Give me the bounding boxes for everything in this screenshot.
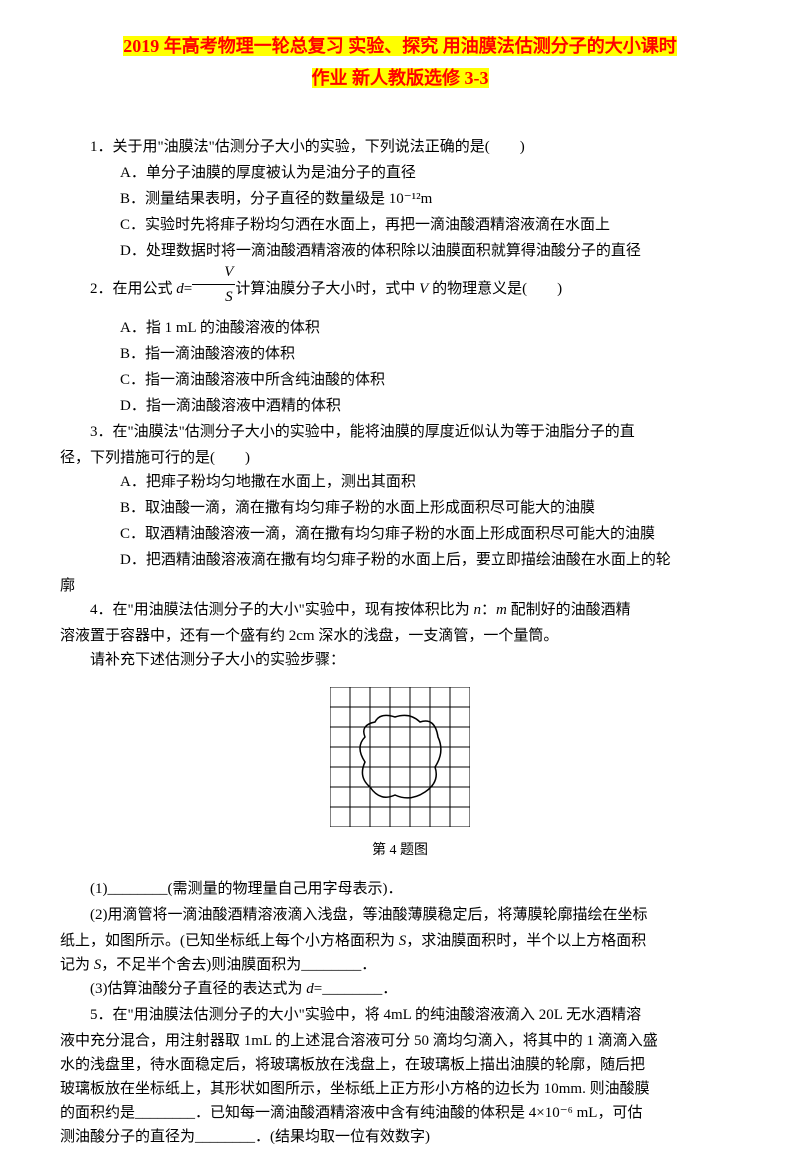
q1-optA: A．单分子油膜的厚度被认为是油分子的直径 <box>60 161 740 185</box>
q5-line1: 5．在"用油膜法估测分子的大小"实验中，将 4mL 的纯油酸溶液滴入 20L 无… <box>60 1003 740 1027</box>
q2-optD: D．指一滴油酸溶液中酒精的体积 <box>60 394 740 418</box>
q3-optD-line2: 廓 <box>60 574 740 598</box>
q5-line2: 液中充分混合，用注射器取 1mL 的上述混合溶液可分 50 滴均匀滴入，将其中的… <box>60 1029 740 1053</box>
q4-var-m: m <box>496 602 507 618</box>
q5-line6: 测油酸分子的直径为________．(结果均取一位有效数字) <box>60 1125 740 1149</box>
figure-4: 第 4 题图 <box>60 687 740 862</box>
q2-formula-eq: = <box>184 281 192 297</box>
q4-stem-line1-text: 4．在"用油膜法估测分子的大小"实验中，现有按体积比为 <box>90 602 474 618</box>
q2-stem-part1: 2．在用公式 <box>90 281 176 297</box>
title-line1: 2019 年高考物理一轮总复习 实验、探究 用油膜法估测分子的大小课时 <box>123 36 677 56</box>
q2-stem: 2．在用公式 d=VS计算油膜分子大小时，式中 V 的物理意义是( ) <box>60 265 740 314</box>
q4-sub2-line1: (2)用滴管将一滴油酸酒精溶液滴入浅盘，等油酸薄膜稳定后，将薄膜轮廓描绘在坐标 <box>60 903 740 927</box>
q2-stem-var: V <box>419 281 428 297</box>
question-1: 1．关于用"油膜法"估测分子大小的实验，下列说法正确的是( ) A．单分子油膜的… <box>60 135 740 263</box>
grid-svg <box>330 687 470 827</box>
q1-optC: C．实验时先将痱子粉均匀洒在水面上，再把一滴油酸酒精溶液滴在水面上 <box>60 213 740 237</box>
q1-optB: B．测量结果表明，分子直径的数量级是 10⁻¹²m <box>60 187 740 211</box>
q2-fraction-top: V <box>192 260 235 285</box>
q2-optC: C．指一滴油酸溶液中所含纯油酸的体积 <box>60 368 740 392</box>
question-2: 2．在用公式 d=VS计算油膜分子大小时，式中 V 的物理意义是( ) A．指 … <box>60 265 740 418</box>
q4-stem-line2: 溶液置于容器中，还有一个盛有约 2cm 深水的浅盘，一支滴管，一个量筒。 <box>60 624 740 648</box>
question-3: 3．在"油膜法"估测分子大小的实验中，能将油膜的厚度近似认为等于油脂分子的直 径… <box>60 420 740 598</box>
question-5: 5．在"用油膜法估测分子的大小"实验中，将 4mL 的纯油酸溶液滴入 20L 无… <box>60 1003 740 1149</box>
q2-optA: A．指 1 mL 的油酸溶液的体积 <box>60 316 740 340</box>
q3-optB: B．取油酸一滴，滴在撒有均匀痱子粉的水面上形成面积尽可能大的油膜 <box>60 496 740 520</box>
question-4-subs: (1)________(需测量的物理量自己用字母表示)． (2)用滴管将一滴油酸… <box>60 877 740 1001</box>
q1-optD: D．处理数据时将一滴油酸酒精溶液的体积除以油膜面积就算得油酸分子的直径 <box>60 239 740 263</box>
q4-colon: ： <box>481 602 496 618</box>
q4-stem-line3: 请补充下述估测分子大小的实验步骤： <box>60 648 740 672</box>
q4-sub2-line2a: 纸上，如图所示。(已知坐标纸上每个小方格面积为 <box>60 933 399 949</box>
q3-optD-line1: D．把酒精油酸溶液滴在撒有均匀痱子粉的水面上后，要立即描绘油酸在水面上的轮 <box>60 548 740 572</box>
q4-sub2-line2: 纸上，如图所示。(已知坐标纸上每个小方格面积为 S，求油膜面积时，半个以上方格面… <box>60 929 740 953</box>
question-4: 4．在"用油膜法估测分子的大小"实验中，现有按体积比为 n：m 配制好的油酸酒精… <box>60 598 740 672</box>
q4-sub2-line3: 记为 S，不足半个舍去)则油膜面积为________． <box>60 953 740 977</box>
q4-stem-line1: 4．在"用油膜法估测分子的大小"实验中，现有按体积比为 n：m 配制好的油酸酒精 <box>60 598 740 622</box>
figure-caption: 第 4 题图 <box>60 840 740 862</box>
q5-line3: 水的浅盘里，待水面稳定后，将玻璃板放在浅盘上，在玻璃板上描出油膜的轮廓，随后把 <box>60 1053 740 1077</box>
q4-sub1: (1)________(需测量的物理量自己用字母表示)． <box>60 877 740 901</box>
q4-sub2-line3b: ，不足半个舍去)则油膜面积为________． <box>101 957 376 973</box>
q2-fraction: VS <box>192 260 235 309</box>
q3-stem-line1: 3．在"油膜法"估测分子大小的实验中，能将油膜的厚度近似认为等于油脂分子的直 <box>60 420 740 444</box>
q5-line4: 玻璃板放在坐标纸上，其形状如图所示，坐标纸上正方形小方格的边长为 10mm. 则… <box>60 1077 740 1101</box>
q4-var-n: n <box>474 602 482 618</box>
grid-figure <box>330 687 470 835</box>
q1-stem: 1．关于用"油膜法"估测分子大小的实验，下列说法正确的是( ) <box>60 135 740 159</box>
q4-sub3: (3)估算油酸分子直径的表达式为 d=________． <box>60 977 740 1001</box>
q4-stem-line1b: 配制好的油酸酒精 <box>507 602 631 618</box>
q2-stem-part2: 计算油膜分子大小时，式中 <box>235 281 419 297</box>
q4-sub3b: =________． <box>314 981 397 997</box>
q3-optC: C．取酒精油酸溶液一滴，滴在撒有均匀痱子粉的水面上形成面积尽可能大的油膜 <box>60 522 740 546</box>
q2-optB: B．指一滴油酸溶液的体积 <box>60 342 740 366</box>
q3-stem-line2: 径，下列措施可行的是( ) <box>60 446 740 470</box>
q2-stem-part3: 的物理意义是( ) <box>428 281 562 297</box>
q2-fraction-bottom: S <box>192 285 235 309</box>
q3-optA: A．把痱子粉均匀地撒在水面上，测出其面积 <box>60 470 740 494</box>
q4-sub2-line2b: ，求油膜面积时，半个以上方格面积 <box>406 933 646 949</box>
title-line2: 作业 新人教版选修 3-3 <box>312 68 489 88</box>
document-title: 2019 年高考物理一轮总复习 实验、探究 用油膜法估测分子的大小课时 作业 新… <box>60 30 740 95</box>
q4-sub3a: (3)估算油酸分子直径的表达式为 <box>90 981 306 997</box>
q4-sub3-var-d: d <box>306 981 314 997</box>
q4-sub2-line3a: 记为 <box>60 957 94 973</box>
q2-formula-d: d <box>176 281 184 297</box>
q5-line5: 的面积约是________．已知每一滴油酸酒精溶液中含有纯油酸的体积是 4×10… <box>60 1101 740 1125</box>
